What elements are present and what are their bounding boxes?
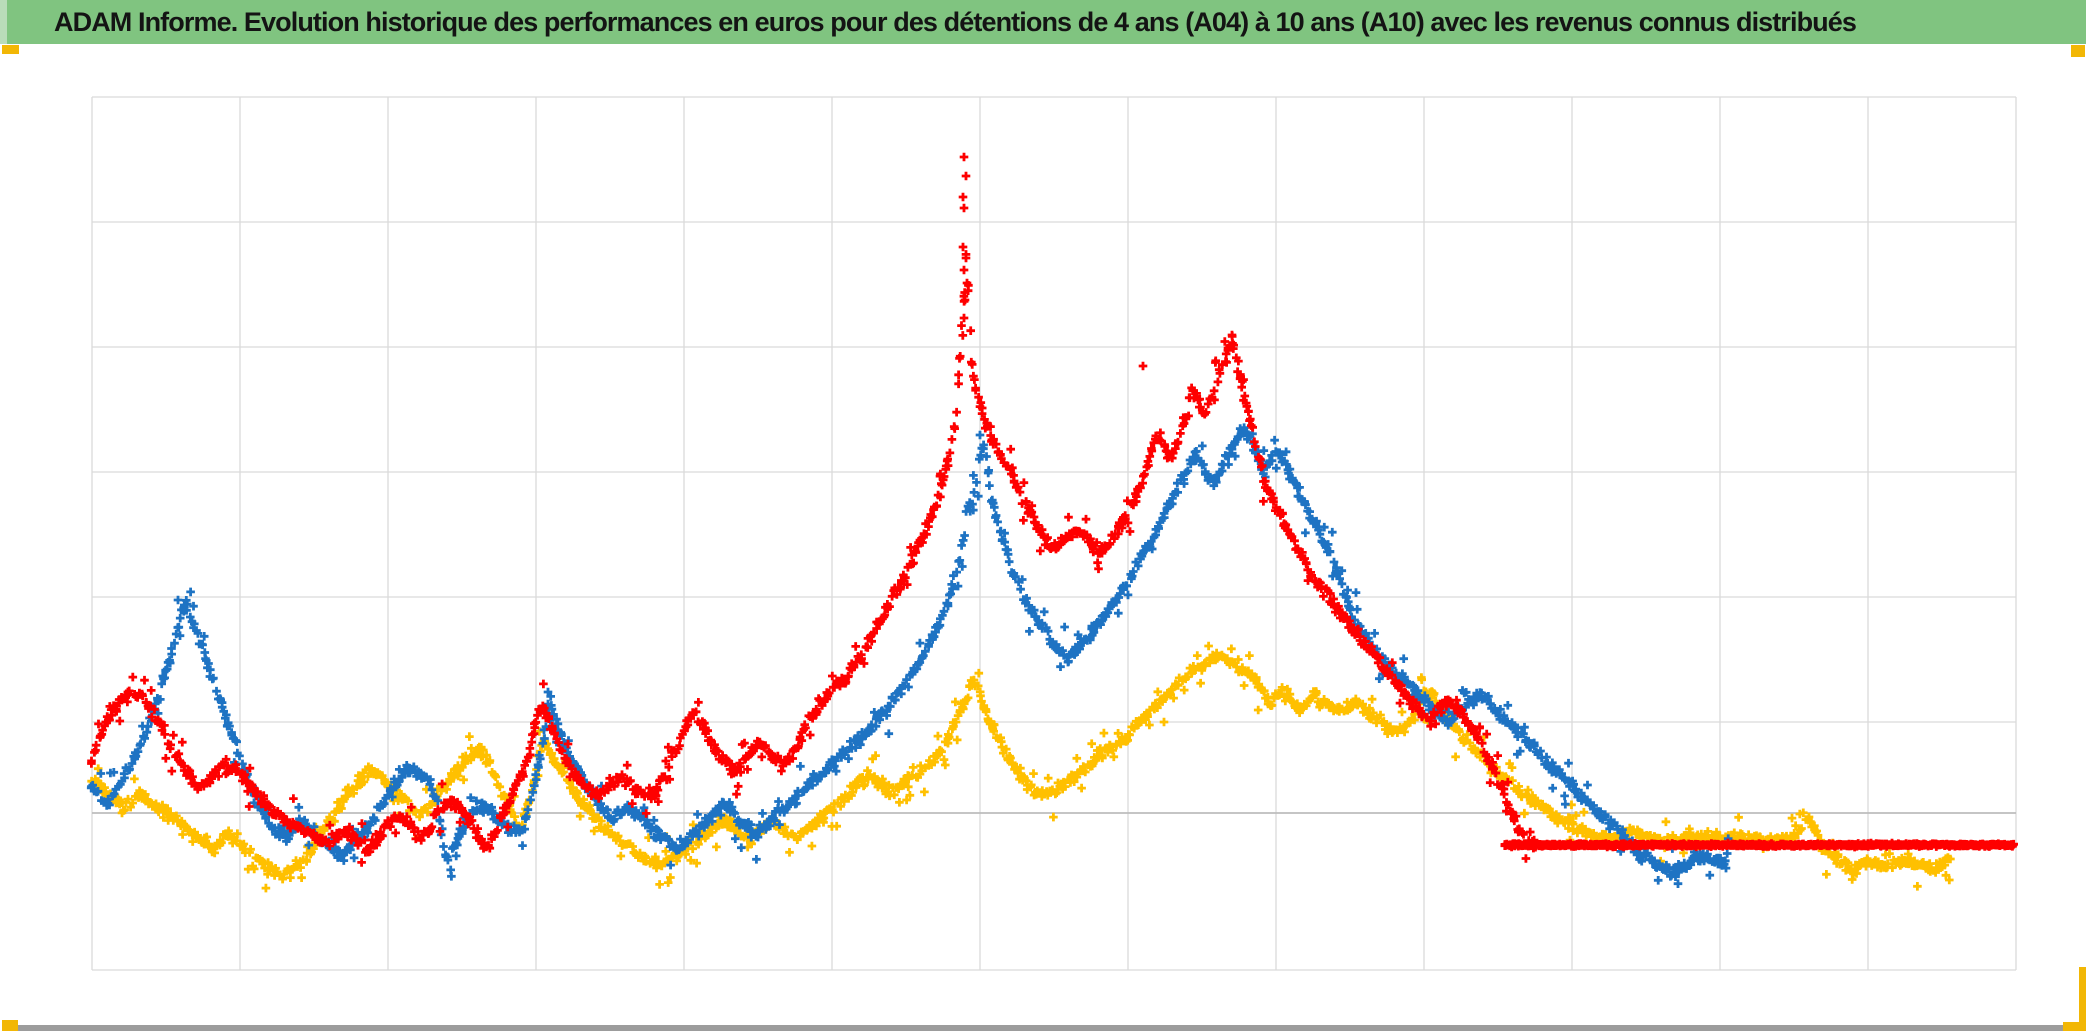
title-bar: ADAM Informe. Evolution historique des p… [0, 0, 2086, 44]
horizontal-scrollbar[interactable] [18, 1025, 2063, 1031]
series-red-points [87, 152, 2018, 867]
performance-scatter-chart[interactable] [0, 44, 2086, 1031]
sheet-corner-handle-bottom-right [2079, 967, 2086, 1031]
title-bar-left-accent [0, 0, 7, 44]
sheet-corner-handle-bottom-right-base [2063, 1022, 2086, 1031]
sheet-corner-handle-top-right [2071, 45, 2085, 57]
sheet-corner-handle-top-left [2, 45, 19, 54]
chart-title: ADAM Informe. Evolution historique des p… [54, 6, 1857, 37]
sheet-corner-handle-bottom-left [2, 1020, 18, 1031]
gridlines [91, 96, 2017, 971]
